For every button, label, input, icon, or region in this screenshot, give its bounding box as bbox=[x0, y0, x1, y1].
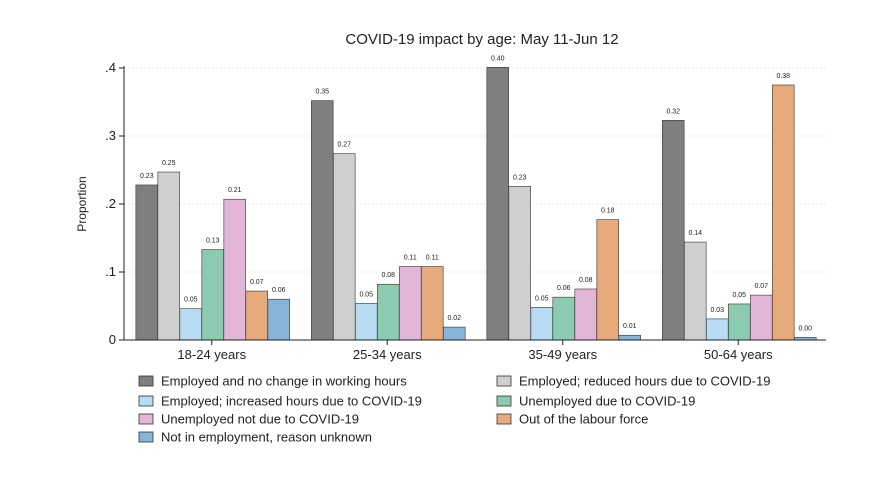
bar bbox=[377, 283, 400, 341]
data-label: 0.14 bbox=[688, 230, 702, 237]
bar bbox=[157, 171, 180, 341]
x-axis-categories: 18-24 years 25-34 years 35-49 years 50-64 y… bbox=[177, 347, 773, 362]
legend-swatch bbox=[138, 431, 154, 443]
bar bbox=[662, 120, 685, 341]
bar bbox=[245, 290, 268, 341]
data-label: 0.05 bbox=[184, 297, 198, 304]
data-label: 0.05 bbox=[732, 292, 746, 299]
y-tick-label: 0 bbox=[109, 332, 116, 347]
x-category-label: 25-34 years bbox=[353, 347, 422, 362]
bar bbox=[267, 298, 290, 341]
data-label: 0.02 bbox=[447, 315, 461, 322]
bar bbox=[311, 100, 334, 341]
bar bbox=[443, 326, 466, 341]
legend-swatch bbox=[496, 375, 512, 387]
bar bbox=[728, 303, 751, 341]
data-label: 0.40 bbox=[491, 55, 505, 62]
data-label: 0.08 bbox=[381, 272, 395, 279]
data-label: 0.18 bbox=[601, 208, 615, 215]
bar bbox=[223, 198, 246, 341]
legend-swatch bbox=[138, 413, 154, 425]
data-label: 0.11 bbox=[426, 255, 439, 262]
data-label: 0.07 bbox=[250, 279, 264, 286]
bar bbox=[201, 249, 224, 341]
data-label: 0.05 bbox=[359, 291, 373, 298]
data-label: 0.21 bbox=[228, 187, 242, 194]
data-labels: 0.23 0.25 0.05 0.13 0.21 0.07 0.06 0.35 0.27 0.05… bbox=[140, 55, 812, 332]
y-tick-label: .3 bbox=[105, 128, 116, 143]
y-tick-label: .2 bbox=[105, 196, 116, 211]
legend-label: Out of the labour force bbox=[519, 412, 648, 427]
legend-label: Unemployed not due to COVID-19 bbox=[161, 412, 359, 427]
data-label: 0.27 bbox=[337, 142, 351, 149]
y-tick-label: .1 bbox=[105, 264, 116, 279]
data-label: 0.06 bbox=[272, 287, 286, 294]
bar bbox=[706, 318, 729, 341]
data-label: 0.25 bbox=[162, 160, 176, 167]
data-label: 0.06 bbox=[557, 285, 571, 292]
bar bbox=[333, 153, 356, 341]
bar bbox=[179, 308, 202, 341]
bar bbox=[135, 184, 158, 341]
y-axis-label: Proportion bbox=[75, 176, 89, 231]
legend-swatch bbox=[496, 395, 512, 407]
legend-label: Employed; reduced hours due to COVID-19 bbox=[519, 374, 770, 389]
x-category-label: 35-49 years bbox=[528, 347, 597, 362]
data-label: 0.35 bbox=[315, 89, 329, 96]
bar bbox=[596, 219, 619, 341]
data-label: 0.00 bbox=[798, 325, 812, 332]
data-label: 0.08 bbox=[579, 277, 593, 284]
legend-label: Employed and no change in working hours bbox=[161, 374, 407, 389]
bar bbox=[421, 266, 444, 341]
bar bbox=[355, 302, 378, 341]
bar bbox=[486, 67, 509, 341]
legend-label: Not in employment, reason unknown bbox=[161, 430, 372, 445]
bar bbox=[508, 186, 531, 341]
bar bbox=[750, 294, 773, 341]
data-label: 0.03 bbox=[710, 307, 724, 314]
bars bbox=[135, 67, 817, 341]
x-category-label: 50-64 years bbox=[704, 347, 773, 362]
bar bbox=[574, 288, 597, 341]
data-label: 0.11 bbox=[404, 255, 417, 262]
legend-swatch bbox=[496, 413, 512, 425]
data-label: 0.38 bbox=[776, 73, 790, 80]
bar bbox=[552, 296, 575, 341]
bar bbox=[684, 241, 707, 341]
bar bbox=[618, 334, 641, 341]
bar bbox=[399, 266, 422, 341]
x-category-label: 18-24 years bbox=[177, 347, 246, 362]
legend-swatch bbox=[138, 395, 154, 407]
data-label: 0.23 bbox=[140, 173, 154, 180]
chart-title: COVID-19 impact by age: May 11-Jun 12 bbox=[345, 31, 618, 48]
data-label: 0.05 bbox=[535, 295, 549, 302]
data-label: 0.13 bbox=[206, 238, 220, 245]
legend-label: Employed; increased hours due to COVID-1… bbox=[161, 394, 422, 409]
data-label: 0.01 bbox=[623, 323, 637, 330]
legend-label: Unemployed due to COVID-19 bbox=[519, 394, 695, 409]
y-tick-label: .4 bbox=[105, 60, 116, 75]
data-label: 0.32 bbox=[666, 108, 680, 115]
legend: Employed and no change in working hours E… bbox=[138, 374, 770, 445]
data-label: 0.23 bbox=[513, 174, 527, 181]
y-axis-ticks: 0 .1 .2 .3 .4 bbox=[105, 60, 124, 347]
data-label: 0.07 bbox=[754, 283, 768, 290]
bar bbox=[772, 84, 795, 341]
legend-swatch bbox=[138, 375, 154, 387]
axes bbox=[123, 66, 826, 345]
bar bbox=[530, 307, 553, 341]
